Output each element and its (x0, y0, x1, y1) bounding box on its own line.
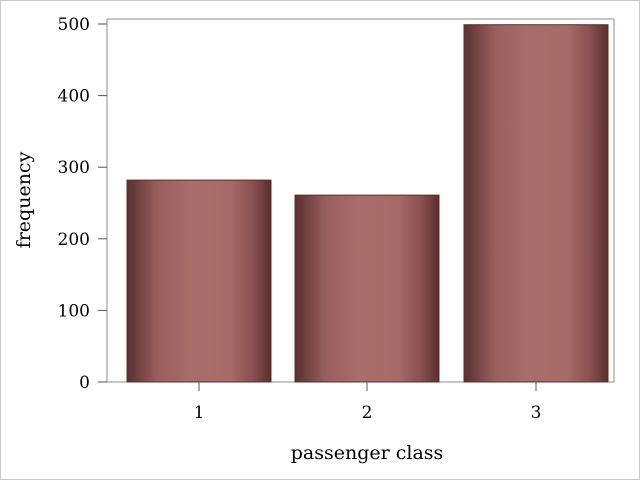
y-axis: 0 100 200 300 400 500 (58, 15, 107, 393)
x-tick-label: 2 (362, 403, 373, 423)
x-tick-label: 1 (194, 403, 205, 423)
y-axis-label: frequency (13, 151, 35, 248)
x-axis: 1 2 3 (194, 382, 542, 423)
bar-class-1 (126, 179, 272, 383)
y-tick-label: 100 (58, 301, 90, 321)
bars-layer (126, 24, 609, 383)
y-tick-label: 200 (58, 230, 90, 250)
x-tick-label: 3 (531, 403, 542, 423)
y-tick-label: 300 (58, 158, 90, 178)
y-tick-label: 0 (79, 373, 90, 393)
y-tick-label: 400 (58, 87, 90, 107)
bar-class-2 (294, 194, 440, 383)
x-axis-label: passenger class (291, 442, 444, 464)
y-tick-label: 500 (58, 15, 90, 35)
bar-class-3 (463, 24, 609, 383)
